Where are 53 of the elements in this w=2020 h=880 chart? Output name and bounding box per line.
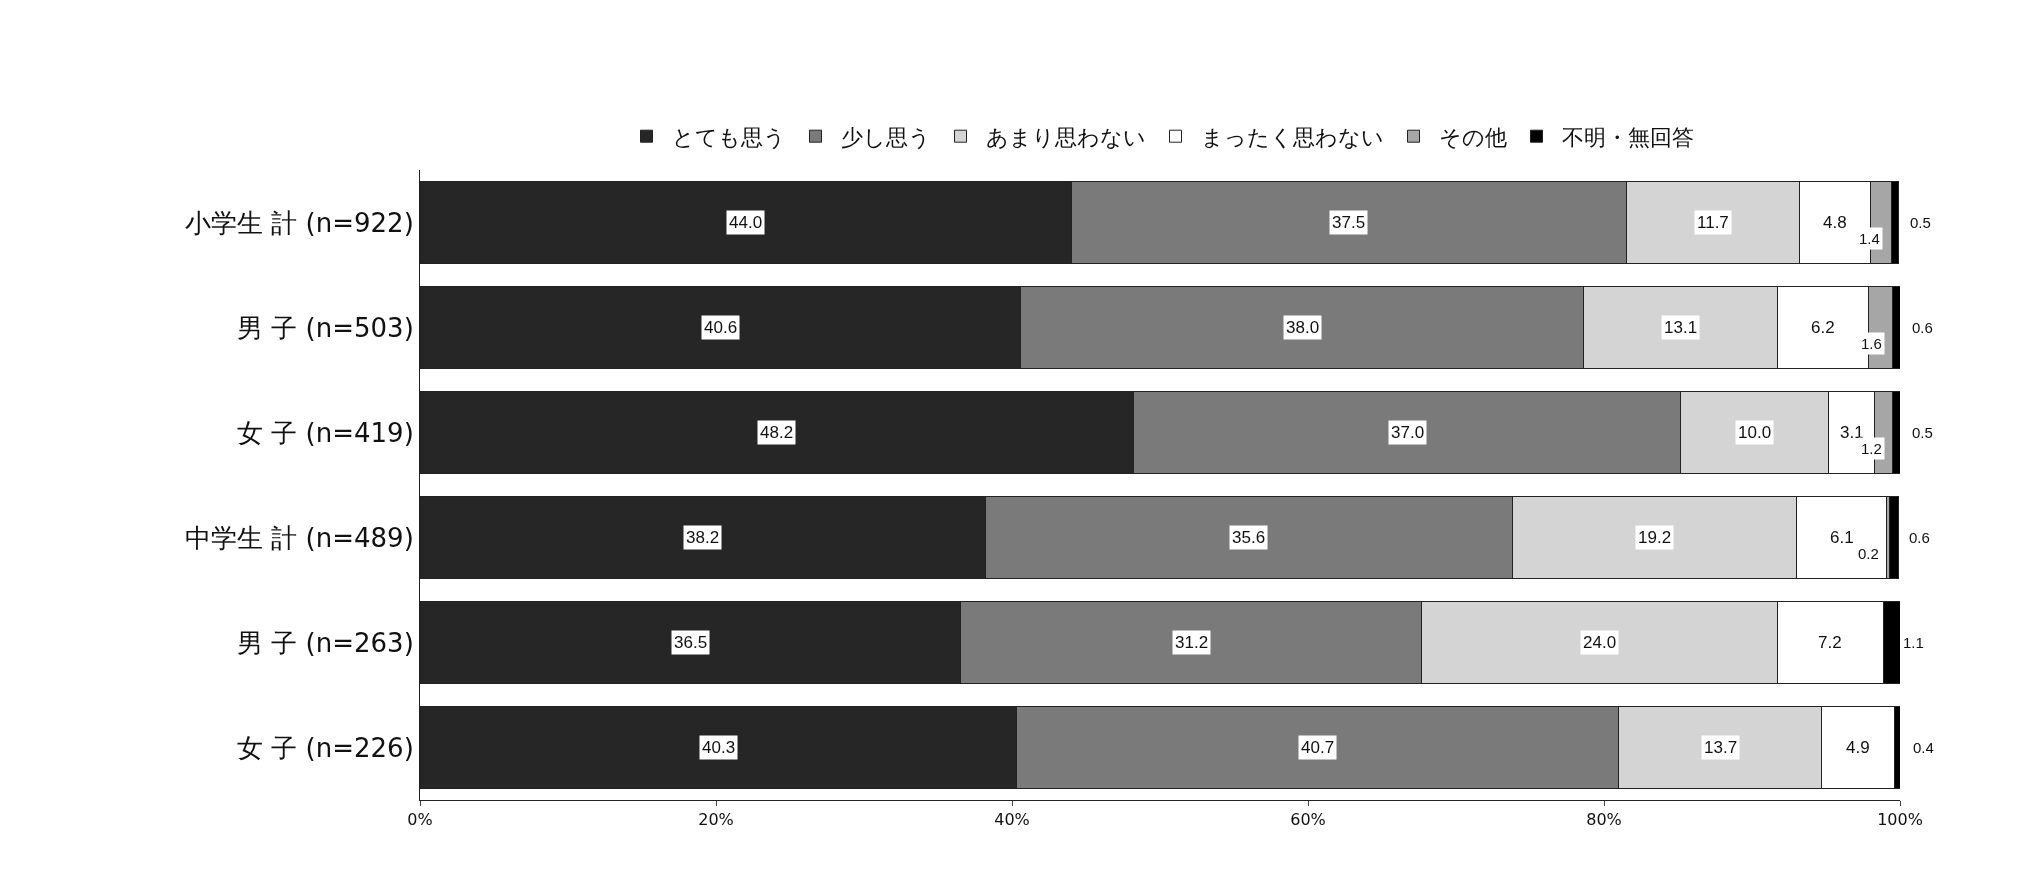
data-label: 31.2 [1175, 633, 1209, 652]
data-label: 40.6 [704, 318, 738, 337]
y-tick-label: 女 子 (n=419) [237, 417, 414, 448]
data-label: 0.4 [1913, 739, 1934, 756]
x-tick-label: 0% [407, 810, 433, 830]
data-label: 0.6 [1912, 319, 1933, 336]
x-tick-label: 80% [1586, 810, 1622, 830]
x-tick-label: 60% [1290, 810, 1326, 830]
data-label: 10.0 [1738, 423, 1772, 442]
data-label: 37.0 [1391, 423, 1425, 442]
data-label: 3.1 [1840, 423, 1864, 442]
data-label: 38.2 [686, 528, 720, 547]
y-tick-label: 女 子 (n=226) [237, 732, 414, 763]
data-label: 0.5 [1910, 214, 1931, 231]
x-tick-label: 20% [698, 810, 734, 830]
y-tick-label: 小学生 計 (n=922) [185, 207, 414, 238]
legend-label: まったく思わない [1200, 124, 1384, 150]
data-label: 48.2 [760, 423, 794, 442]
data-label: 40.7 [1301, 738, 1335, 757]
data-label: 13.1 [1664, 318, 1698, 337]
data-label: 37.5 [1332, 213, 1366, 232]
legend-label: とても思う [671, 124, 786, 150]
x-tick-label: 100% [1877, 810, 1923, 830]
data-label: 1.6 [1861, 335, 1882, 352]
bar [1889, 496, 1900, 579]
data-label: 13.7 [1704, 738, 1738, 757]
legend-label: 不明・無回答 [1561, 124, 1694, 150]
data-label: 0.6 [1909, 529, 1930, 546]
data-label: 7.2 [1818, 633, 1842, 652]
data-label: 0.2 [1858, 545, 1879, 562]
legend-label: 少し思う [840, 124, 931, 150]
data-label: 40.3 [702, 738, 736, 757]
data-label: 24.0 [1583, 633, 1617, 652]
data-label: 44.0 [729, 213, 763, 232]
data-label: 6.2 [1811, 318, 1835, 337]
y-tick-label: 男 子 (n=263) [237, 627, 414, 658]
data-label: 38.0 [1286, 318, 1320, 337]
data-label: 35.6 [1232, 528, 1266, 547]
data-label: 11.7 [1697, 213, 1729, 232]
data-label: 4.9 [1846, 738, 1870, 757]
data-label: 1.1 [1903, 634, 1924, 651]
data-label: 1.4 [1859, 230, 1880, 247]
data-label: 6.1 [1830, 528, 1854, 547]
y-tick-label: 中学生 計 (n=489) [185, 522, 414, 553]
x-tick-label: 40% [994, 810, 1030, 830]
y-tick-label: 男 子 (n=503) [237, 312, 414, 343]
legend-label: あまり思わない [985, 124, 1146, 150]
data-label: 19.2 [1638, 528, 1672, 547]
data-label: 1.2 [1861, 440, 1882, 457]
data-label: 4.8 [1823, 213, 1847, 232]
data-label: 36.5 [674, 633, 708, 652]
legend-label: その他 [1438, 124, 1507, 150]
data-label: 0.5 [1912, 424, 1933, 441]
